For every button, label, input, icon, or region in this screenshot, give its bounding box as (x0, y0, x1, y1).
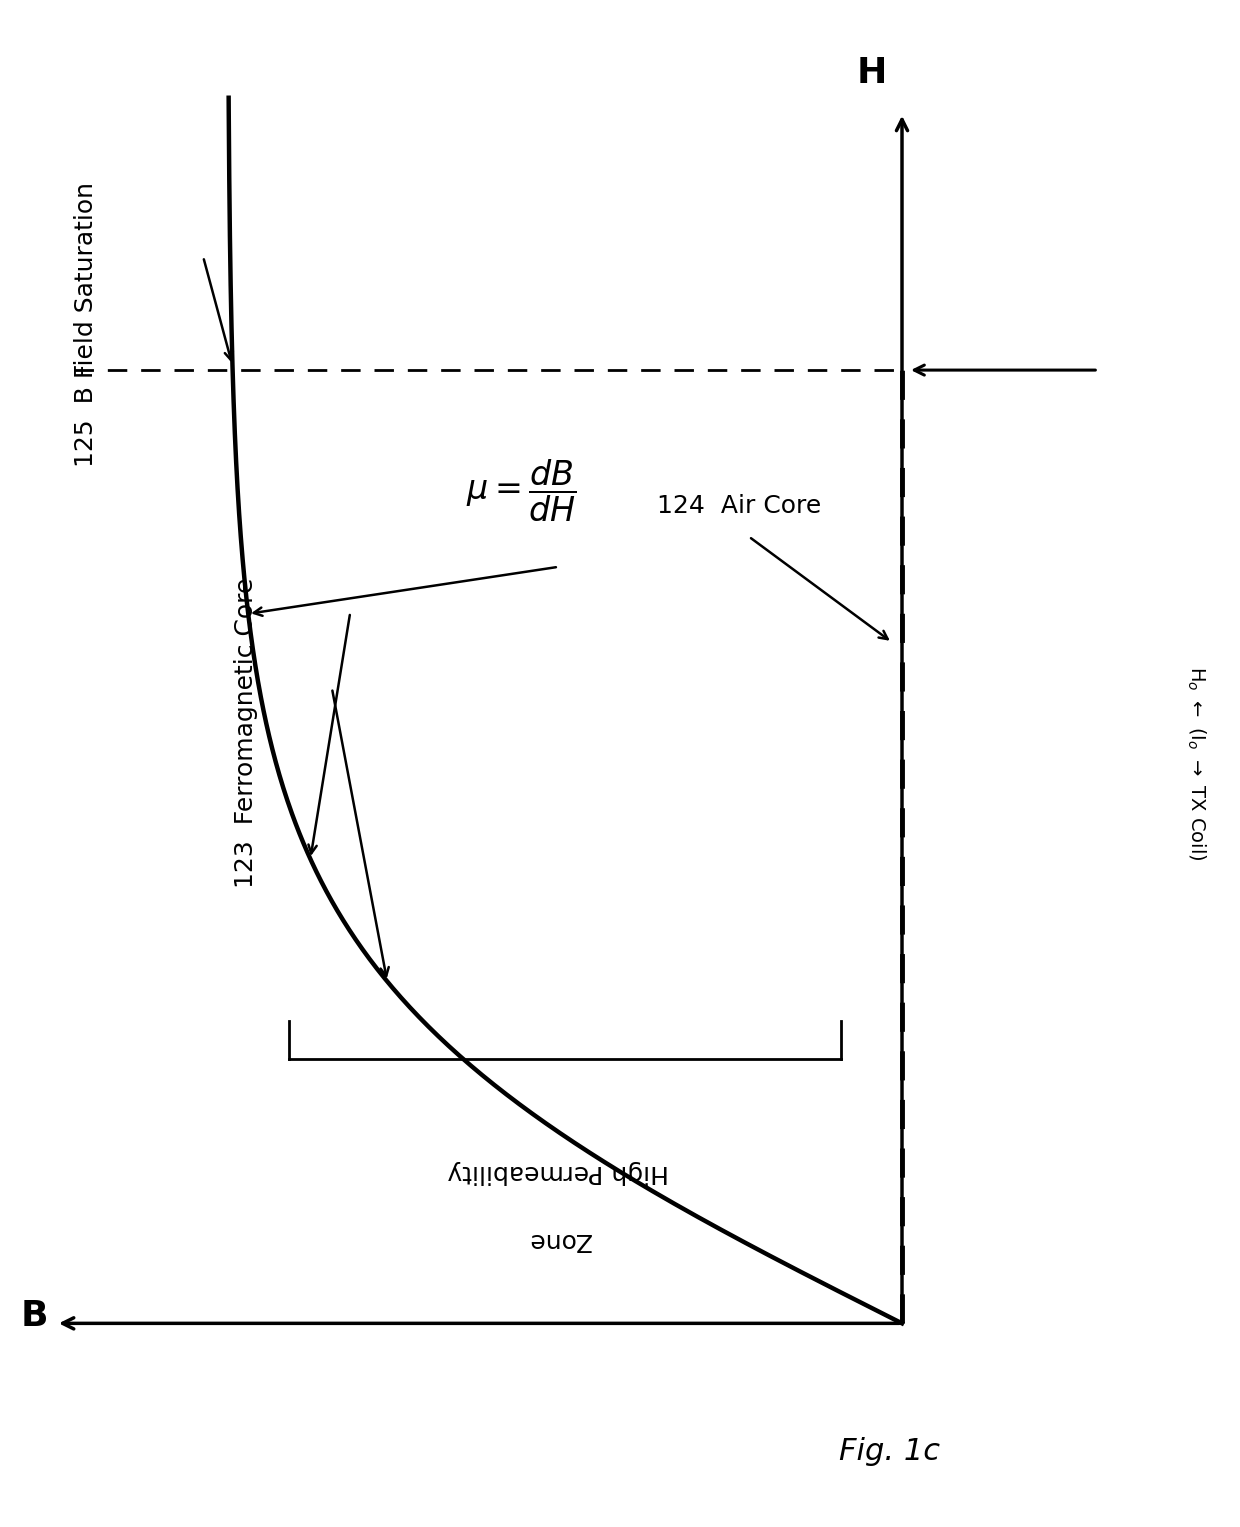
Text: 123  Ferromagnetic Core: 123 Ferromagnetic Core (234, 579, 258, 889)
Text: Zone: Zone (527, 1228, 590, 1252)
Text: B: B (20, 1299, 47, 1333)
Text: $\mu = \dfrac{dB}{dH}$: $\mu = \dfrac{dB}{dH}$ (466, 458, 578, 524)
Text: Fig. 1c: Fig. 1c (839, 1437, 940, 1466)
Text: 125  B Field Saturation: 125 B Field Saturation (74, 182, 98, 467)
Text: High Permeability: High Permeability (448, 1161, 670, 1183)
Text: H: H (856, 56, 887, 90)
Text: H$_o$ $\leftarrow$ (I$_o$ $\rightarrow$ TX Coil): H$_o$ $\leftarrow$ (I$_o$ $\rightarrow$ … (1185, 666, 1208, 861)
Text: 124  Air Core: 124 Air Core (657, 495, 821, 518)
